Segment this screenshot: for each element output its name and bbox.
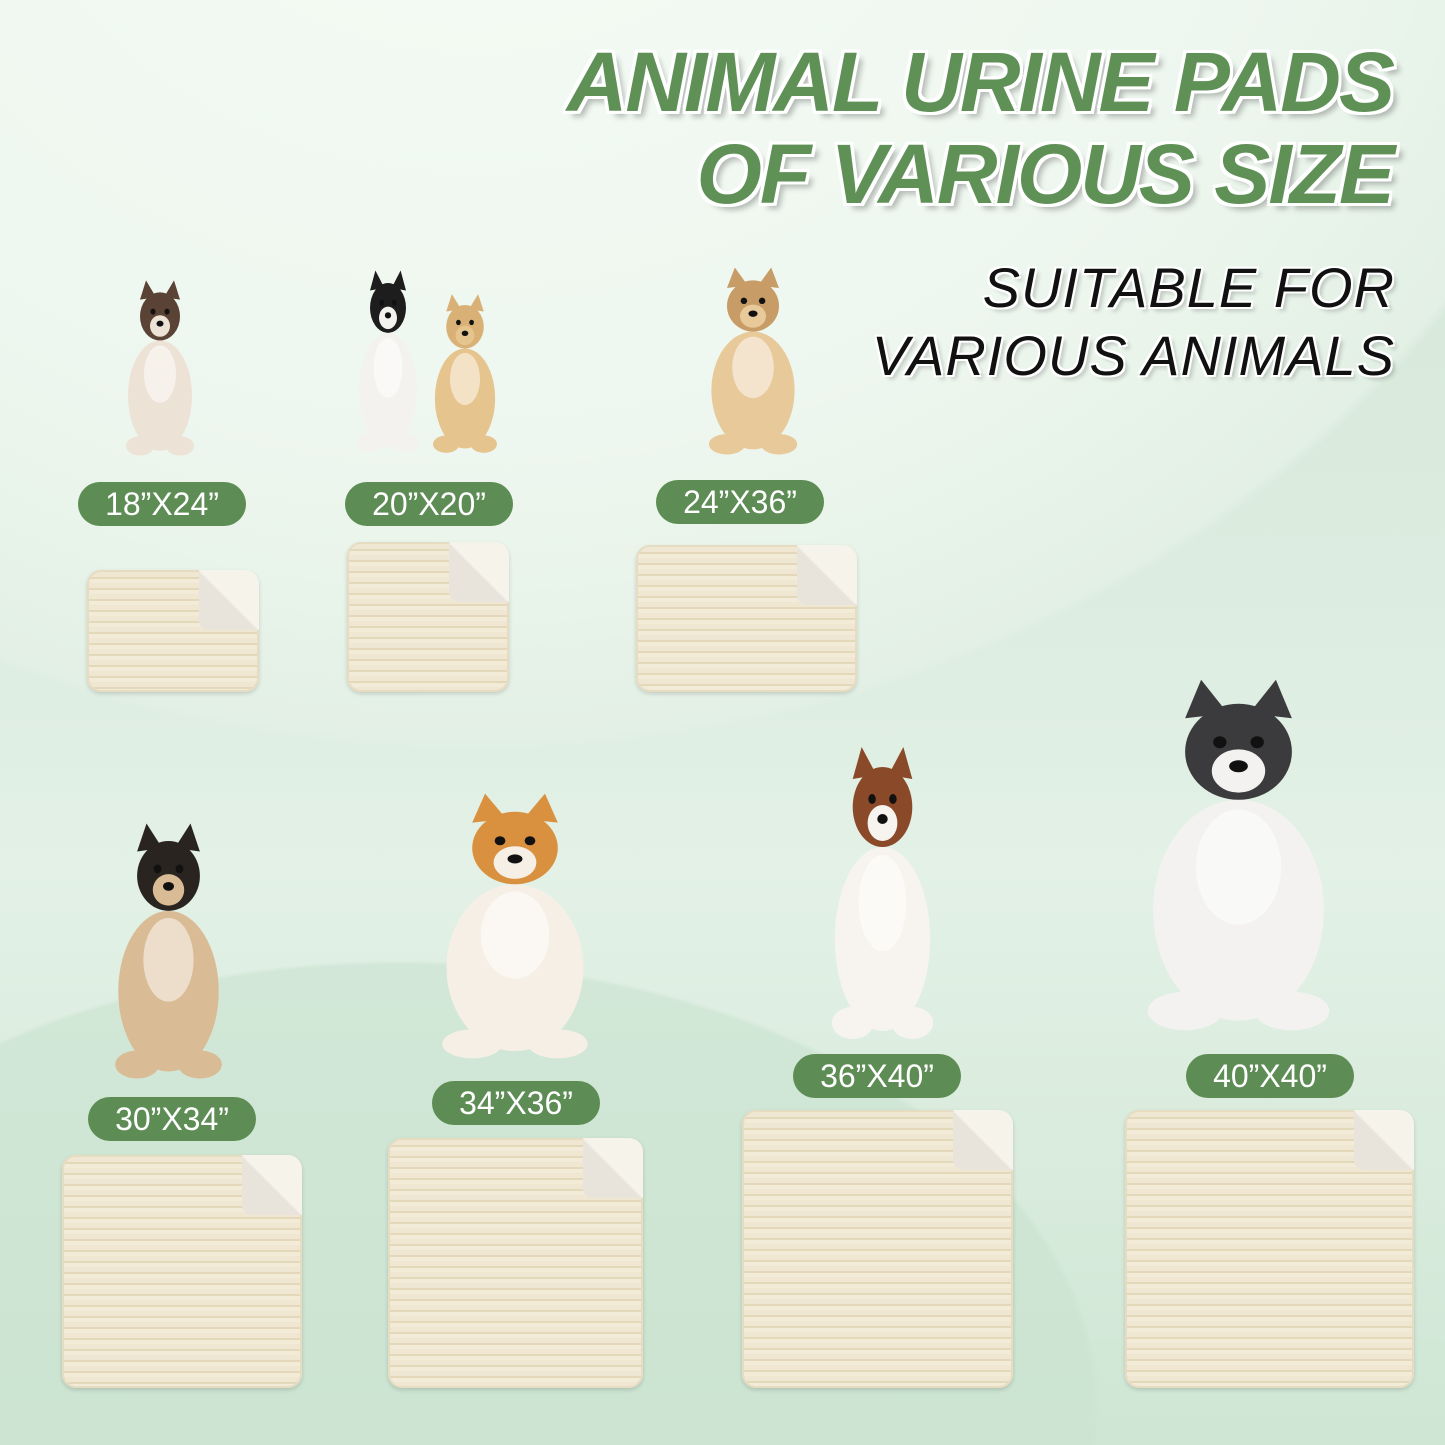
pad-folded-corner [449,542,509,602]
urine-pad-image [636,545,857,692]
pad-quilted-surface [742,1110,1013,1388]
urine-pad-image [742,1110,1013,1388]
urine-pad-image [347,542,509,692]
urine-pad-image [1125,1110,1414,1388]
pad-folded-corner [953,1110,1013,1170]
animal-image-siamese-cat [110,278,210,458]
subtitle-line-2: VARIOUS ANIMALS [871,324,1395,387]
animal-image-corgi [408,790,622,1062]
animal-image-puppy [418,292,512,455]
urine-pad-image [62,1155,302,1388]
urine-pad-image [87,570,259,692]
pad-folded-corner [797,545,857,605]
pad-folded-corner [199,570,259,630]
pad-quilted-surface [347,542,509,692]
size-label: 30”X34” [88,1097,256,1141]
size-label: 20”X20” [345,482,513,526]
pad-folded-corner [242,1155,302,1215]
subtitle-line-1: SUITABLE FOR [982,256,1395,319]
animal-image-pug [90,820,247,1082]
size-label: 34”X36” [432,1081,600,1125]
animal-image-tan-dog [688,265,818,457]
size-label: 24”X36” [656,480,824,524]
animal-image-cat-and-puppy [343,268,433,455]
pad-quilted-surface [636,545,857,692]
title-line-2: OF VARIOUS SIZE [696,127,1395,221]
animal-image-husky [1105,675,1372,1035]
pad-folded-corner [1354,1110,1414,1170]
title-line-1: ANIMAL URINE PADS [566,35,1395,129]
urine-pad-image [388,1138,643,1388]
size-label: 18”X24” [78,482,246,526]
size-label: 40”X40” [1186,1054,1354,1098]
pad-quilted-surface [87,570,259,692]
size-label: 36”X40” [793,1054,961,1098]
animal-image-australian-shepherd [808,743,957,1043]
pad-folded-corner [583,1138,643,1198]
